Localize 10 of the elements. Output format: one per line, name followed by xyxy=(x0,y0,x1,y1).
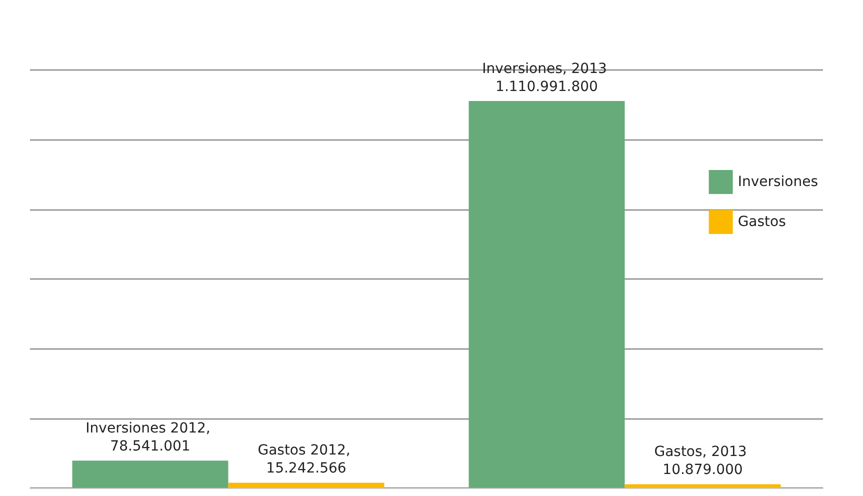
bar xyxy=(228,482,384,488)
data-label: Gastos, 2013 10.879.000 xyxy=(654,444,752,478)
bar xyxy=(624,484,781,488)
data-label: Inversiones, 2013 1.110.991.800 xyxy=(482,61,612,96)
legend-label: Inversiones xyxy=(738,174,818,190)
legend-label: Gastos xyxy=(738,214,786,230)
bar xyxy=(72,460,228,488)
data-label: Gastos 2012, 15.242.566 xyxy=(258,442,355,477)
data-label: Inversiones 2012, 78.541.001 xyxy=(86,420,215,455)
bar xyxy=(468,101,625,488)
